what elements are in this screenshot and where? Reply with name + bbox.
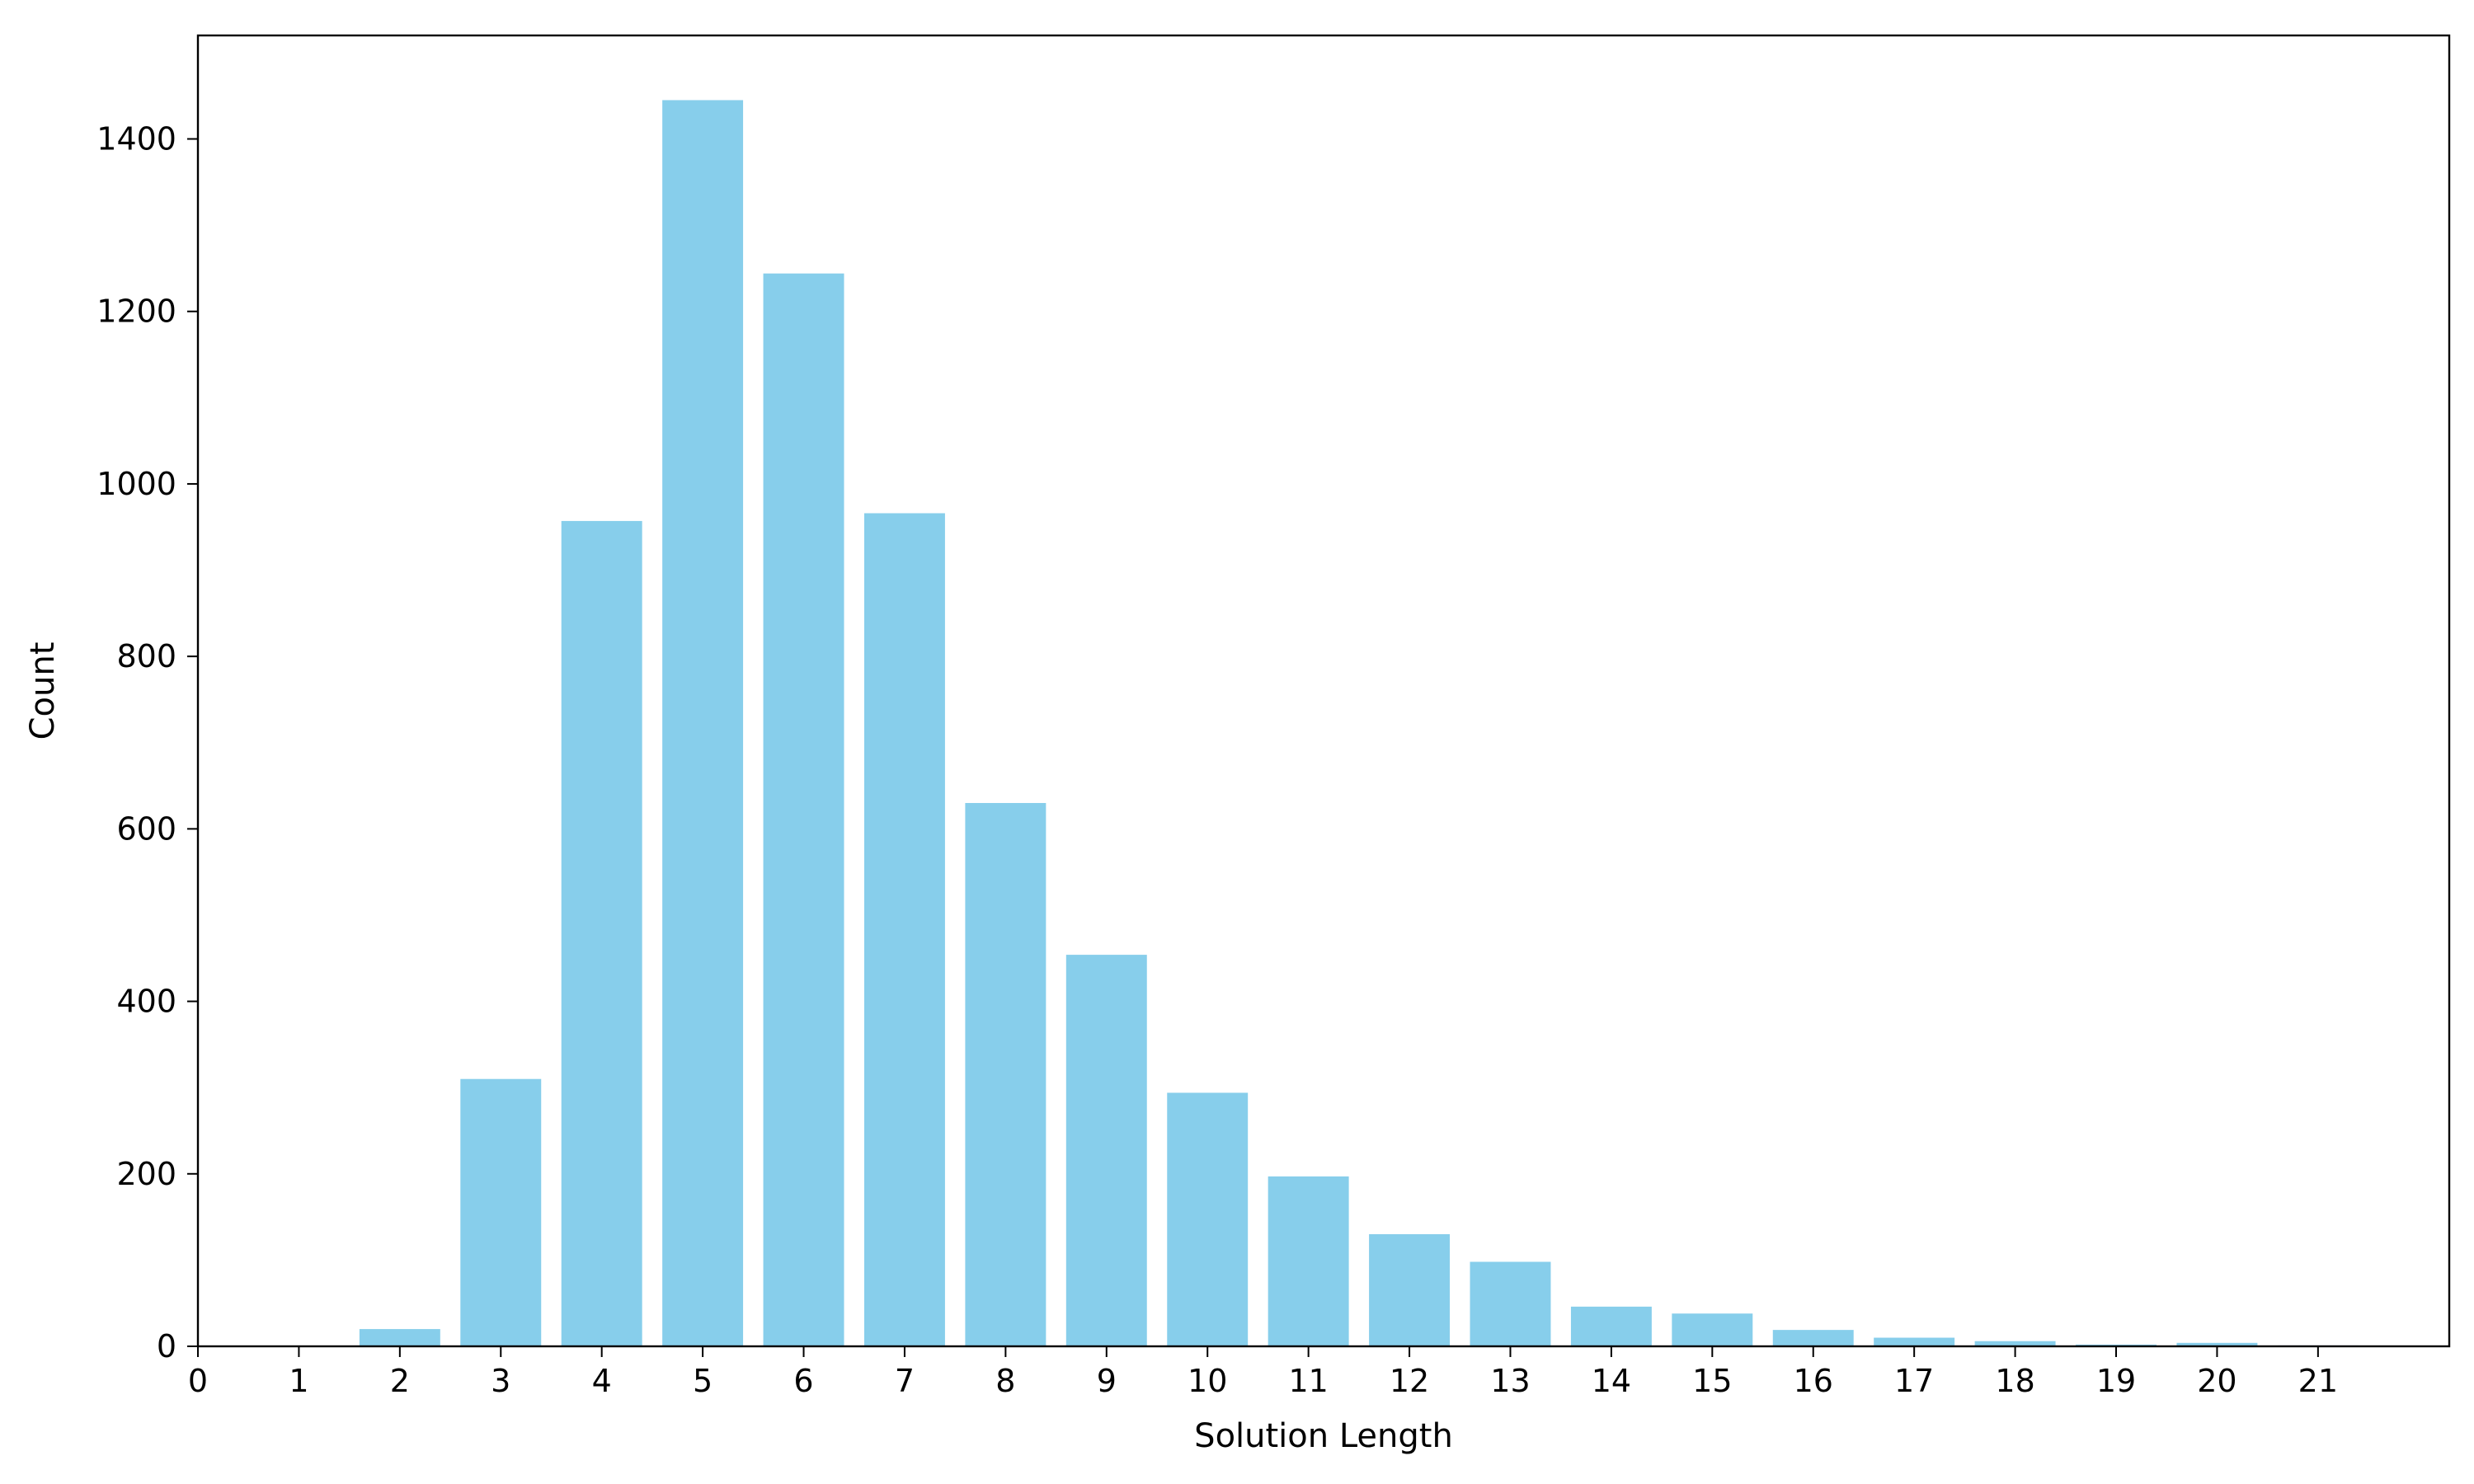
x-tick-label: 0: [188, 1363, 208, 1399]
x-tick-label: 13: [1490, 1363, 1530, 1399]
x-tick-label: 2: [390, 1363, 410, 1399]
x-tick-label: 17: [1894, 1363, 1934, 1399]
x-tick-label: 20: [2197, 1363, 2236, 1399]
x-tick-label: 7: [895, 1363, 915, 1399]
y-tick-label: 600: [116, 810, 176, 847]
x-axis-label: Solution Length: [1194, 1417, 1453, 1455]
bar-7: [863, 513, 945, 1346]
x-tick-label: 8: [995, 1363, 1015, 1399]
x-tick-label: 9: [1097, 1363, 1117, 1399]
x-tick-label: 19: [2096, 1363, 2136, 1399]
bar-18: [1974, 1341, 2056, 1346]
bar-16: [1772, 1330, 1854, 1346]
bar-13: [1470, 1261, 1551, 1346]
bar-20: [2176, 1342, 2258, 1346]
bar-11: [1268, 1176, 1349, 1346]
x-tick-label: 21: [2298, 1363, 2338, 1399]
x-tick-label: 5: [693, 1363, 713, 1399]
y-tick-label: 0: [157, 1328, 176, 1364]
bar-5: [662, 100, 744, 1346]
y-tick-label: 1000: [96, 466, 176, 502]
x-tick-label: 10: [1188, 1363, 1227, 1399]
bar-15: [1672, 1313, 1753, 1346]
y-axis-ticks: 0 200 400 600 800 1000 1200 1400: [96, 121, 198, 1364]
x-axis-ticks: 0 1 2 3 4 5 6 7 8 9 10 11 12 13 14 15 16 17 18 19 20 21: [188, 1346, 2338, 1399]
bar-17: [1874, 1337, 1955, 1346]
bar-8: [965, 802, 1047, 1346]
x-tick-label: 11: [1288, 1363, 1328, 1399]
y-tick-label: 400: [116, 984, 176, 1020]
bar-6: [763, 273, 844, 1346]
y-tick-label: 200: [116, 1156, 176, 1192]
bar-9: [1065, 955, 1147, 1346]
x-tick-label: 18: [1995, 1363, 2034, 1399]
y-tick-label: 800: [116, 638, 176, 674]
bar-2: [359, 1329, 440, 1346]
bar-4: [561, 520, 642, 1346]
bar-3: [460, 1078, 542, 1346]
x-tick-label: 16: [1794, 1363, 1833, 1399]
x-tick-label: 4: [592, 1363, 612, 1399]
y-tick-label: 1400: [96, 121, 176, 157]
x-tick-label: 15: [1692, 1363, 1732, 1399]
bars-group: [359, 100, 2359, 1346]
y-tick-label: 1200: [96, 294, 176, 330]
y-axis-label: Count: [24, 642, 62, 740]
x-tick-label: 6: [793, 1363, 813, 1399]
bar-10: [1167, 1092, 1249, 1346]
bar-14: [1570, 1306, 1652, 1346]
plot-frame: [196, 34, 2451, 1348]
x-tick-label: 12: [1390, 1363, 1429, 1399]
x-tick-label: 1: [289, 1363, 308, 1399]
x-tick-label: 3: [491, 1363, 510, 1399]
bar-12: [1369, 1234, 1451, 1346]
x-tick-label: 14: [1592, 1363, 1631, 1399]
